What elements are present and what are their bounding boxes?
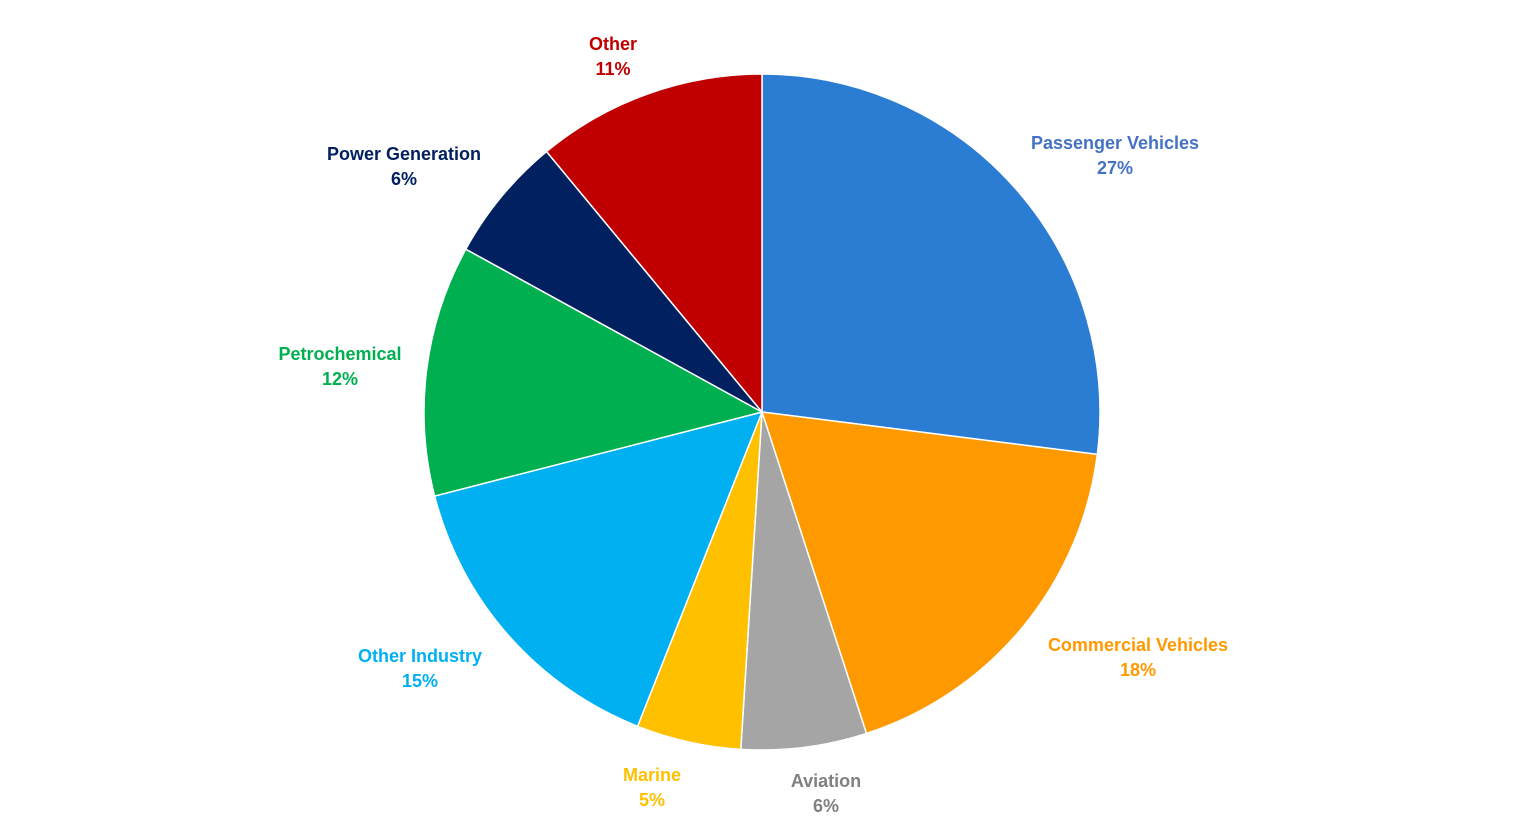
percent-label: 6% [391,169,417,189]
pie-slice-petrochemical [423,248,765,497]
category-label: Petrochemical [278,344,401,364]
data-label-petrochemical: Petrochemical 12% [278,344,401,389]
category-label: Aviation [791,771,861,791]
data-label-aviation: Aviation 6% [791,771,861,816]
percent-label: 27% [1097,158,1133,178]
category-label: Other Industry [358,646,482,666]
pie-slice-other-industry [433,410,764,728]
category-label: Power Generation [327,144,481,164]
percent-label: 18% [1120,660,1156,680]
percent-label: 11% [595,59,630,79]
data-label-marine: Marine 5% [623,765,681,810]
percent-label: 5% [639,790,665,810]
category-label: Other [589,34,637,54]
percent-label: 6% [813,796,839,816]
category-label: Passenger Vehicles [1031,133,1199,153]
data-label-power-generation: Power Generation 6% [327,144,481,189]
pie-slice-aviation [739,411,868,751]
data-label-commercial-vehicles: Commercial Vehicles 18% [1048,635,1228,680]
percent-label: 15% [402,671,438,691]
pie-slice-passenger-vehicles [761,73,1101,456]
data-label-other-industry: Other Industry 15% [358,646,482,691]
category-label: Commercial Vehicles [1048,635,1228,655]
category-label: Marine [623,765,681,785]
percent-label: 12% [322,369,358,389]
data-label-passenger-vehicles: Passenger Vehicles 27% [1031,133,1199,178]
pie-slice-power-generation [464,150,763,413]
pie-slice-commercial-vehicles [760,411,1099,735]
data-label-other: Other 11% [589,34,637,79]
pie-slice-other [545,73,763,415]
